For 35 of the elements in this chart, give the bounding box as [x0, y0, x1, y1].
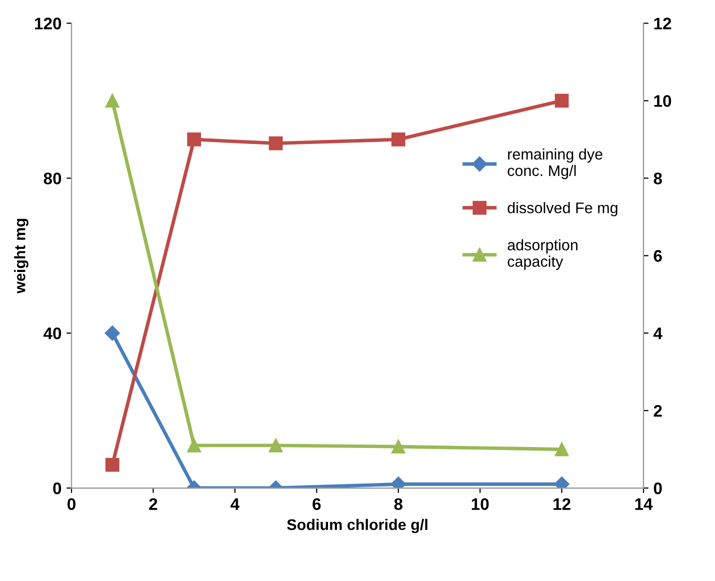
y2-tick-label: 12 [654, 18, 672, 30]
point [105, 94, 120, 108]
legend-label: adsorption capacity [508, 239, 578, 270]
x-tick-label: 10 [472, 498, 489, 510]
y-tick-label: 0 [53, 482, 62, 494]
point [391, 132, 406, 146]
x-tick-label: 6 [312, 498, 321, 510]
point [554, 94, 569, 108]
point [105, 458, 120, 472]
point [268, 438, 283, 452]
point [554, 442, 569, 456]
point [187, 438, 202, 452]
x-tick-label: 8 [394, 498, 402, 510]
x-tick-label: 0 [68, 498, 76, 510]
y2-tick-label: 0 [654, 482, 662, 494]
x-tick-label: 4 [230, 498, 240, 510]
y2-tick-label: 6 [654, 250, 662, 262]
y2-tick-label: 8 [654, 172, 662, 184]
point [268, 136, 283, 150]
point [104, 326, 120, 341]
y-tick-label: 40 [43, 328, 62, 340]
point [391, 440, 406, 454]
y-tick-label: 120 [35, 18, 62, 30]
legend-label: remaining dye conc. Mg/l [508, 148, 602, 180]
y2-tick-label: 4 [653, 328, 662, 340]
x-tick-label: 12 [554, 498, 570, 510]
y2-tick-label: 10 [654, 95, 672, 107]
y2-tick-label: 2 [654, 404, 662, 417]
y-axis-title: weight mg [14, 218, 28, 294]
point [187, 132, 202, 146]
y-tick-label: 80 [44, 172, 62, 184]
legend-label: dissolved Fe mg [508, 202, 618, 216]
x-tick-label: 2 [149, 498, 158, 510]
x-axis-title: Sodium chloride g/l [287, 518, 428, 534]
x-tick-label: 14 [635, 498, 653, 510]
